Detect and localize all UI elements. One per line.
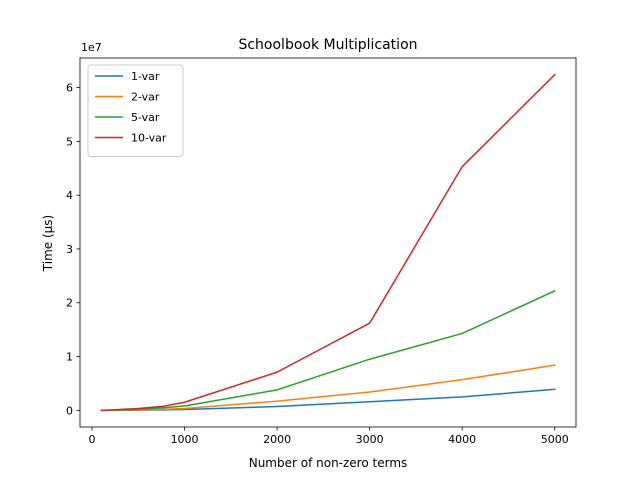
legend-label-1-var: 1-var — [131, 70, 160, 83]
x-tick-label: 3000 — [356, 433, 384, 446]
legend-label-2-var: 2-var — [131, 91, 160, 104]
legend-label-10-var: 10-var — [131, 132, 167, 145]
chart-title: Schoolbook Multiplication — [238, 37, 417, 53]
y-axis-ticks: 0 1 2 3 4 5 6 — [66, 82, 80, 417]
x-tick-label: 2000 — [263, 433, 291, 446]
series-line-5-var — [100, 289, 556, 412]
x-axis-ticks: 0 1000 2000 3000 4000 5000 — [89, 427, 569, 446]
y-tick-label: 5 — [66, 135, 73, 148]
legend-box — [87, 64, 184, 157]
x-axis-label: Number of non-zero terms — [249, 456, 408, 470]
x-tick-label: 1000 — [171, 433, 199, 446]
y-tick-label: 1 — [66, 351, 73, 364]
y-tick-label: 4 — [66, 189, 73, 202]
y-tick-label: 3 — [66, 243, 73, 256]
series-line-10-var — [100, 73, 556, 412]
legend-label-5-var: 5-var — [131, 111, 160, 124]
y-axis-label: Time (µs) — [41, 215, 55, 272]
legend: 1-var 2-var 5-var 10-var — [87, 64, 184, 157]
x-tick-label: 5000 — [541, 433, 569, 446]
plot-lines — [100, 73, 556, 412]
y-tick-label: 0 — [66, 404, 73, 417]
x-tick-label: 0 — [89, 433, 96, 446]
y-tick-label: 2 — [66, 297, 73, 310]
x-tick-label: 4000 — [448, 433, 476, 446]
plot-frame — [79, 57, 577, 428]
y-axis-offset-label: 1e7 — [81, 41, 102, 54]
y-tick-label: 6 — [66, 82, 73, 95]
